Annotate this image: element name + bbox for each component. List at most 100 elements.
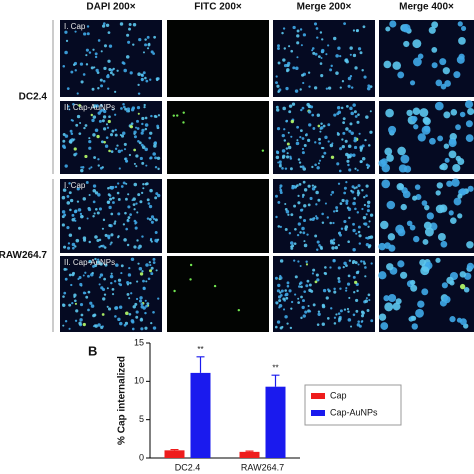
cell-dot — [154, 230, 158, 234]
cell-dot — [448, 138, 457, 148]
cell-dot — [274, 194, 278, 198]
cell-dot — [109, 71, 113, 75]
cell-dot — [152, 261, 156, 265]
cell-dot — [139, 318, 144, 322]
cell-dot — [441, 282, 448, 289]
cell-dot — [288, 289, 292, 293]
cell-dot — [122, 181, 126, 185]
cell-dot — [123, 148, 127, 151]
cell-dot — [125, 227, 129, 231]
cell-dot — [320, 48, 325, 53]
cell-dot — [98, 276, 102, 279]
cell-dot — [119, 22, 124, 26]
cell-dot — [369, 130, 373, 134]
cell-dot — [120, 264, 124, 268]
micrograph-bg — [167, 179, 269, 253]
cell-dot — [106, 200, 111, 204]
cell-dot — [109, 274, 114, 279]
cell-dot — [74, 219, 77, 222]
cell-dot — [105, 123, 109, 126]
cell-dot — [150, 322, 153, 325]
cell-dot — [327, 140, 330, 143]
cell-dot — [314, 280, 318, 284]
cell-dot — [414, 184, 421, 190]
cell-dot — [345, 264, 348, 268]
cell-dot — [143, 106, 146, 109]
cell-dot — [82, 238, 87, 242]
cell-dot — [84, 271, 87, 274]
cell-dot — [333, 113, 337, 117]
cell-dot — [122, 102, 125, 106]
cell-dot — [365, 297, 368, 300]
cell-dot — [387, 233, 396, 241]
cell-dot — [114, 128, 117, 132]
cell-dot — [140, 305, 144, 309]
cell-dot — [145, 79, 149, 83]
micrograph — [378, 100, 474, 174]
cell-dot — [69, 198, 74, 203]
cell-dot — [71, 119, 74, 122]
cell-dot — [103, 140, 106, 144]
cell-dot — [338, 231, 341, 234]
row-label: DC2.4 — [19, 92, 48, 103]
cell-dot — [85, 48, 89, 52]
cell-dot — [315, 27, 319, 30]
cell-dot — [286, 155, 290, 159]
cell-dot — [322, 146, 325, 150]
micrograph: II. Cap-AuNPs — [60, 256, 162, 332]
cell-dot — [403, 165, 412, 173]
cell-dot — [67, 105, 70, 108]
cell-dot — [299, 136, 302, 139]
cell-dot — [290, 307, 293, 310]
micrograph — [379, 20, 474, 97]
cell-dot — [142, 286, 146, 291]
cell-dot — [117, 317, 121, 322]
cell-dot — [279, 188, 283, 192]
cell-dot — [101, 325, 104, 328]
cell-dot — [94, 257, 97, 261]
cell-dot — [315, 215, 318, 218]
cell-dot — [93, 212, 96, 215]
cell-dot — [277, 200, 281, 204]
cell-dot — [440, 240, 448, 248]
cell-dot — [289, 167, 293, 171]
cell-dot — [428, 26, 436, 34]
cell-dot — [148, 136, 152, 140]
cell-dot — [189, 263, 193, 267]
cell-dot — [135, 165, 138, 168]
cell-dot — [339, 86, 342, 89]
cell-dot — [353, 136, 357, 140]
cell-dot — [71, 213, 75, 217]
cell-dot — [300, 295, 303, 299]
cell-dot — [359, 149, 363, 152]
cell-dot — [129, 71, 133, 75]
cell-dot — [400, 203, 407, 211]
cell-dot — [136, 105, 141, 110]
cell-dot — [395, 298, 402, 305]
cell-dot — [81, 166, 85, 169]
cell-dot — [301, 226, 305, 231]
cell-dot — [73, 217, 76, 220]
cell-dot — [97, 111, 101, 115]
cell-dot — [120, 185, 124, 188]
cell-dot — [102, 297, 106, 301]
condition-label: II. Cap-AuNPs — [64, 103, 115, 112]
cell-dot — [293, 204, 296, 208]
cell-dot — [135, 126, 138, 129]
cell-dot — [154, 165, 158, 169]
cell-dot — [279, 191, 283, 195]
cell-dot — [297, 260, 300, 263]
micrograph — [167, 101, 269, 174]
legend-label: Cap-AuNPs — [330, 407, 378, 417]
cell-dot — [367, 84, 371, 88]
cell-dot — [301, 208, 304, 211]
cell-dot — [155, 269, 158, 272]
cell-dot — [320, 74, 324, 78]
cell-dot — [130, 122, 134, 126]
cell-dot — [429, 137, 436, 145]
cell-dot — [64, 30, 68, 34]
cell-dot — [145, 304, 148, 308]
cell-dot — [354, 280, 358, 284]
cell-dot — [457, 213, 463, 219]
cell-dot — [370, 319, 374, 323]
